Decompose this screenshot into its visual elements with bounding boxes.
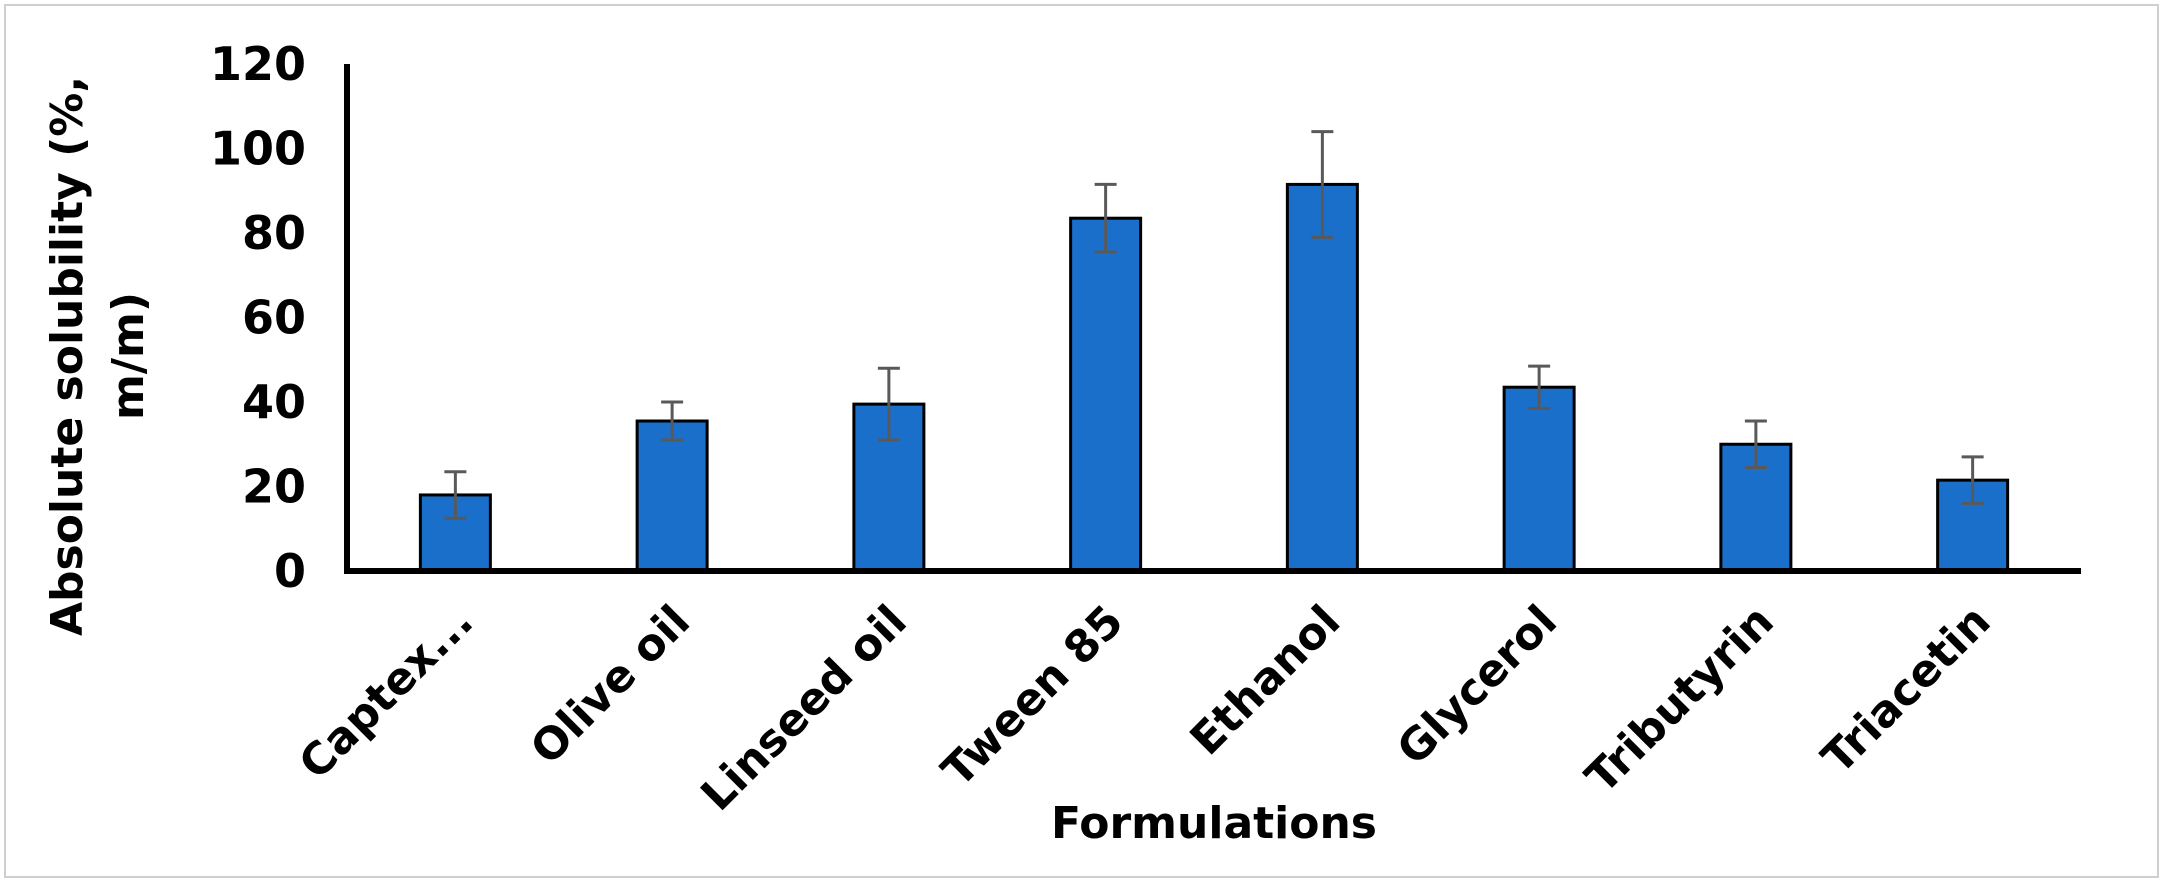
category-label: Tween 85: [932, 596, 1133, 797]
y-tick-label: 80: [242, 206, 306, 260]
error-bar: [1744, 419, 1767, 469]
y-axis-title-line-1: Absolute solubility (%,: [42, 76, 93, 636]
y-tick-label: 60: [242, 291, 306, 345]
bar-chart: 0 20 40 60 80 100 120 Captex... Olive oilLinsee…: [42, 37, 2081, 849]
x-axis-title: Formulations: [1051, 798, 1377, 849]
category-label: Captex...: [289, 596, 483, 790]
y-tick-label: 120: [210, 37, 306, 91]
bar: [635, 419, 709, 573]
error-bar: [1311, 130, 1334, 239]
chart-container: 0 20 40 60 80 100 120 Captex... Olive oil Linsee…: [4, 4, 2159, 878]
error-bar: [444, 470, 467, 520]
bar: [1069, 216, 1143, 573]
y-tick-labels: 0 20 40 60 80 100 120: [210, 37, 306, 598]
category-label: Triacetin: [1812, 596, 2000, 784]
error-bar: [1528, 364, 1551, 410]
y-axis-title-line-2: m/m): [103, 292, 154, 420]
error-bar: [1961, 455, 1984, 505]
category-label: Glycerol: [1387, 596, 1566, 775]
y-tick-label: 100: [210, 122, 306, 176]
bar: [1936, 478, 2010, 573]
error-bar: [661, 400, 684, 442]
bar: [1502, 385, 1576, 573]
error-bar: [1094, 182, 1117, 254]
category-label: Linseed oil: [691, 596, 916, 821]
category-label: Olive oil: [521, 596, 700, 775]
error-bar: [877, 366, 900, 442]
y-tick-label: 20: [242, 460, 306, 514]
category-label: Tributyrin: [1576, 596, 1784, 804]
bar: [1285, 182, 1359, 573]
y-tick-label: 40: [242, 375, 306, 429]
bars: [418, 182, 2010, 573]
category-label: Ethanol: [1181, 596, 1351, 766]
error-bars: [444, 130, 1984, 520]
y-tick-label: 0: [274, 544, 306, 598]
